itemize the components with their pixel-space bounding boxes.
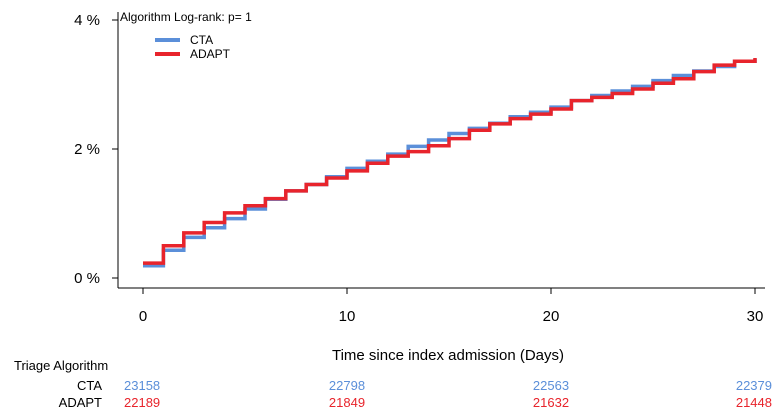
risk-table-rows: CTA 23158 22798 22563 22379 ADAPT 22189 21849 21… — [59, 378, 772, 410]
risk-table-title: Triage Algorithm — [14, 358, 108, 373]
risk-value: 21632 — [533, 395, 569, 410]
risk-value: 23158 — [124, 378, 160, 393]
series-line-cta — [143, 58, 757, 268]
series-line-adapt — [143, 58, 757, 265]
risk-row-label-cta: CTA — [77, 378, 102, 393]
x-tick-label: 20 — [543, 308, 560, 325]
x-axis: 0 10 20 30 — [139, 288, 764, 325]
y-tick-label: 4 % — [74, 12, 100, 29]
legend-label-adapt: ADAPT — [190, 47, 231, 61]
x-tick-label: 30 — [747, 308, 764, 325]
risk-value: 22798 — [329, 378, 365, 393]
plot-area: 0 % 2 % 4 % 0 10 20 30 — [74, 12, 765, 325]
risk-value: 22189 — [124, 395, 160, 410]
legend-title: Algorithm Log-rank: p= 1 — [120, 10, 252, 24]
risk-value: 22379 — [736, 378, 772, 393]
y-tick-label: 0 % — [74, 270, 100, 287]
x-tick-label: 10 — [339, 308, 356, 325]
risk-row-label-adapt: ADAPT — [59, 395, 102, 410]
x-axis-title: Time since index admission (Days) — [332, 347, 564, 364]
risk-value: 21849 — [329, 395, 365, 410]
y-axis: 0 % 2 % 4 % — [74, 12, 118, 287]
risk-table: Triage Algorithm CTA 23158 22798 22563 22379… — [14, 358, 772, 410]
y-tick-label: 2 % — [74, 141, 100, 158]
series-layer — [143, 58, 757, 268]
risk-value: 22563 — [533, 378, 569, 393]
risk-value: 21448 — [736, 395, 772, 410]
legend-label-cta: CTA — [190, 33, 213, 47]
x-tick-label: 0 — [139, 308, 147, 325]
